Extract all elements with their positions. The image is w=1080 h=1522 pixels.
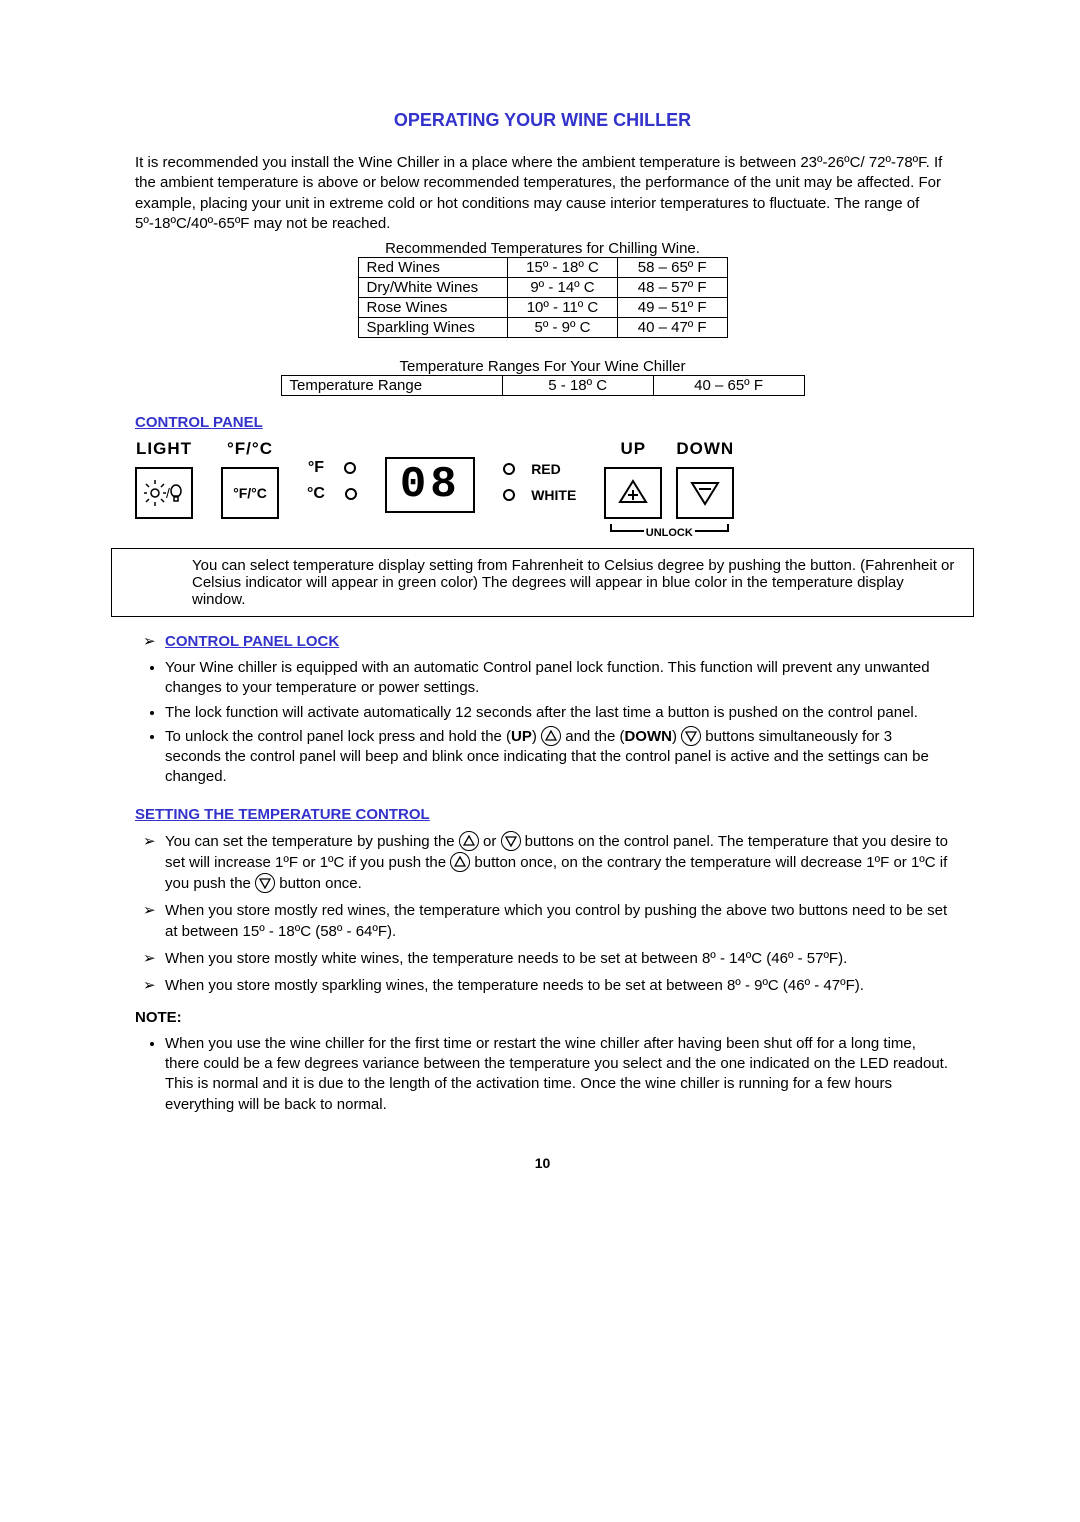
triangle-up-icon	[459, 831, 479, 851]
unlock-label: UNLOCK	[644, 527, 695, 539]
lb3a: To unlock the control panel lock press a…	[165, 728, 511, 745]
triangle-up-icon	[541, 726, 561, 746]
indicator-red: RED	[503, 461, 576, 477]
page-number: 10	[135, 1155, 950, 1171]
setting-arrow-list: You can set the temperature by pushing t…	[135, 831, 950, 996]
intro-paragraph: It is recommended you install the Wine C…	[135, 153, 950, 234]
control-panel-diagram: LIGHT / °F/°C °F/°C	[135, 439, 950, 534]
lb3f: )	[672, 728, 681, 745]
table2-caption: Temperature Ranges For Your Wine Chiller	[135, 358, 950, 375]
section-setting-temp: SETTING THE TEMPERATURE CONTROL	[135, 806, 950, 823]
t1-r1c0: Dry/White Wines	[358, 278, 508, 298]
down-button-icon	[676, 467, 734, 519]
set-arrow-2: When you store mostly red wines, the tem…	[165, 900, 950, 942]
set-arrow-1: You can set the temperature by pushing t…	[165, 831, 950, 894]
lock-bullet-1: Your Wine chiller is equipped with an au…	[165, 658, 950, 699]
triangle-down-icon	[255, 873, 275, 893]
sa1a: You can set the temperature by pushing t…	[165, 833, 459, 850]
t2-c0: Temperature Range	[281, 376, 502, 396]
t1-r1c2: 48 – 57º F	[617, 278, 727, 298]
svg-text:/: /	[166, 485, 170, 501]
indicator-c: °C	[307, 485, 357, 503]
lb3c: )	[532, 728, 537, 745]
t1-r0c0: Red Wines	[358, 258, 508, 278]
set-arrow-3: When you store mostly white wines, the t…	[165, 948, 950, 969]
lb3d: and the (	[565, 728, 624, 745]
lb3b: UP	[511, 728, 532, 745]
triangle-down-minus-icon	[688, 476, 722, 510]
light-button-icon: /	[135, 467, 193, 519]
table1-caption: Recommended Temperatures for Chilling Wi…	[135, 240, 950, 257]
note-bullet-list: When you use the wine chiller for the fi…	[135, 1034, 950, 1115]
label-down: DOWN	[676, 439, 734, 461]
led-circle-icon	[344, 462, 356, 474]
table-recommended-temps: Red Wines15º - 18º C58 – 65º F Dry/White…	[358, 257, 728, 338]
c-label: °C	[307, 485, 325, 503]
triangle-up-plus-icon	[616, 476, 650, 510]
fc-button-icon: °F/°C	[221, 467, 279, 519]
t1-r0c2: 58 – 65º F	[617, 258, 727, 278]
note-bullet-1: When you use the wine chiller for the fi…	[165, 1034, 950, 1115]
sa1e: button once.	[279, 875, 362, 892]
indicator-f: °F	[308, 459, 357, 477]
label-up: UP	[620, 439, 646, 461]
sa1b: or	[483, 833, 501, 850]
led-circle-icon	[503, 463, 515, 475]
lock-bullet-2: The lock function will activate automati…	[165, 703, 950, 723]
t1-r2c2: 49 – 51º F	[617, 298, 727, 318]
page-title: OPERATING YOUR WINE CHILLER	[135, 110, 950, 131]
lb3e: DOWN	[624, 728, 672, 745]
triangle-down-icon	[681, 726, 701, 746]
page: OPERATING YOUR WINE CHILLER It is recomm…	[0, 0, 1080, 1231]
table-temp-ranges: Temperature Range 5 - 18º C 40 – 65º F	[281, 375, 805, 396]
white-label: WHITE	[531, 487, 576, 503]
t2-c1: 5 - 18º C	[502, 376, 653, 396]
triangle-down-icon	[501, 831, 521, 851]
label-fc: °F/°C	[227, 439, 273, 461]
unlock-bracket: UNLOCK	[610, 522, 729, 534]
led-circle-icon	[345, 488, 357, 500]
t2-c2: 40 – 65º F	[653, 376, 804, 396]
t1-r3c2: 40 – 47º F	[617, 318, 727, 338]
section-control-panel: CONTROL PANEL	[135, 414, 950, 431]
label-light: LIGHT	[136, 439, 192, 461]
triangle-up-icon	[450, 852, 470, 872]
indicator-white: WHITE	[503, 487, 576, 503]
f-label: °F	[308, 459, 324, 477]
note-heading: NOTE:	[135, 1009, 182, 1026]
t1-r2c0: Rose Wines	[358, 298, 508, 318]
t1-r0c1: 15º - 18º C	[508, 258, 618, 278]
t1-r2c1: 10º - 11º C	[508, 298, 618, 318]
t1-r1c1: 9º - 14º C	[508, 278, 618, 298]
t1-r3c1: 5º - 9º C	[508, 318, 618, 338]
t1-r3c0: Sparkling Wines	[358, 318, 508, 338]
set-arrow-4: When you store mostly sparkling wines, t…	[165, 975, 950, 996]
lock-bullet-list: Your Wine chiller is equipped with an au…	[135, 658, 950, 788]
red-label: RED	[531, 461, 561, 477]
sun-bulb-icon: /	[144, 478, 184, 508]
fc-note-box: You can select temperature display setti…	[111, 548, 974, 617]
up-button-icon	[604, 467, 662, 519]
led-circle-icon	[503, 489, 515, 501]
section-control-panel-lock: CONTROL PANEL LOCK	[165, 633, 339, 650]
fc-note-text: You can select temperature display setti…	[192, 557, 961, 608]
lock-bullet-3: To unlock the control panel lock press a…	[165, 727, 950, 788]
temperature-display: 08	[385, 457, 475, 513]
